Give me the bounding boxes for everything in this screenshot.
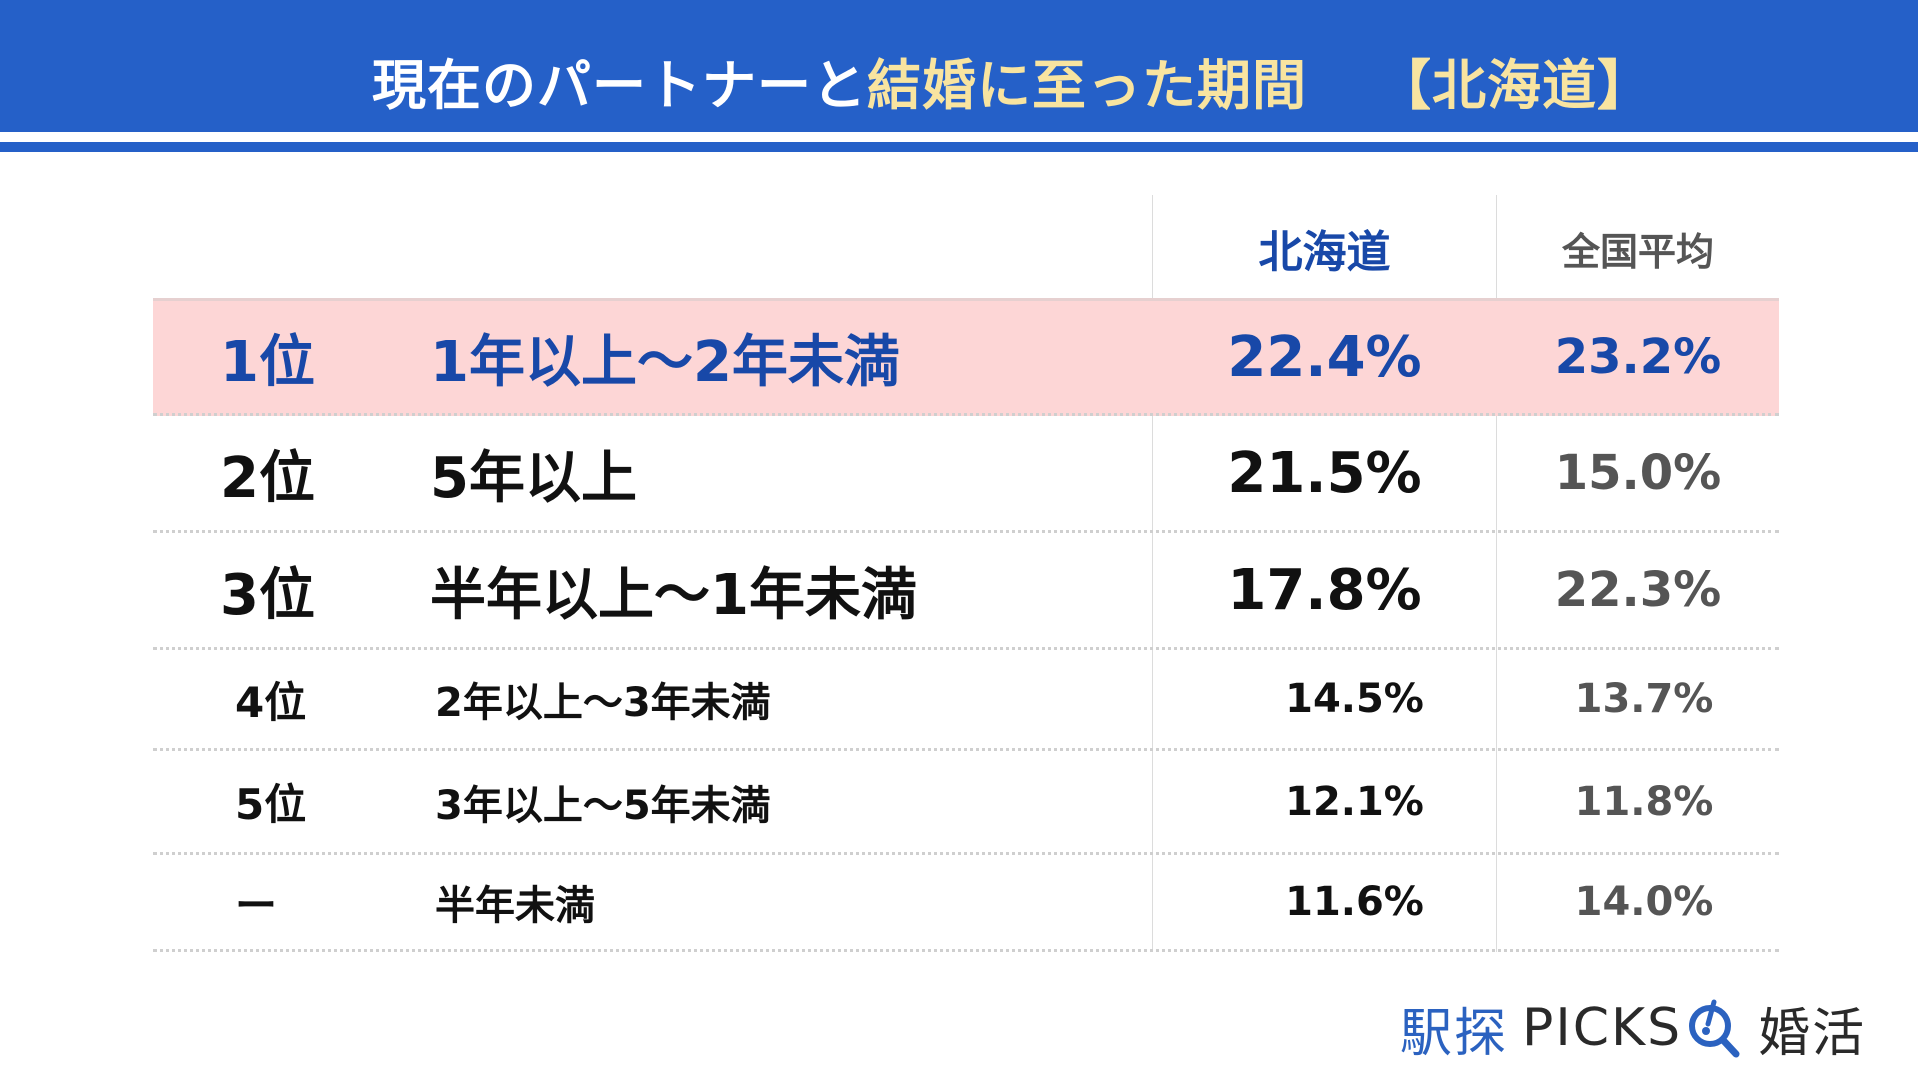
national-value: 23.2% xyxy=(1554,329,1722,385)
rank: 4位 xyxy=(235,677,307,727)
magnifier-icon xyxy=(1689,999,1740,1058)
rank: 5位 xyxy=(235,780,307,829)
national-value: 14.0% xyxy=(1574,879,1714,925)
table-row: 1位 1年以上～2年未満 22.4% 23.2% xyxy=(153,298,1779,416)
national-value: 11.8% xyxy=(1574,778,1714,825)
column-divider xyxy=(1496,195,1497,952)
period-label: 半年未満 xyxy=(435,883,595,929)
region-value: 11.6% xyxy=(1285,879,1424,925)
title-part2: 結婚に至った期間 xyxy=(867,53,1307,117)
region-value: 21.5% xyxy=(1227,440,1422,506)
rank: 2位 xyxy=(220,445,315,511)
region-value: 14.5% xyxy=(1285,676,1424,722)
national-value: 22.3% xyxy=(1554,562,1722,618)
header-band xyxy=(0,0,1918,132)
page-title: 現在のパートナーと 結婚に至った期間 【北海道】 xyxy=(372,40,1652,120)
period-label: 半年以上～1年未満 xyxy=(430,562,917,628)
region-value: 17.8% xyxy=(1227,557,1422,623)
rank: 1位 xyxy=(220,329,315,395)
table-row: 5位 3年以上～5年未満 12.1% 11.8% xyxy=(153,751,1779,855)
brand-logo: 駅探 PICKS 婚活 xyxy=(1400,996,1866,1064)
header-stripe xyxy=(0,142,1918,152)
table-row: 2位 5年以上 21.5% 15.0% xyxy=(153,416,1779,533)
period-label: 3年以上～5年未満 xyxy=(435,782,771,829)
region-value: 12.1% xyxy=(1285,778,1424,825)
national-value: 15.0% xyxy=(1554,445,1722,501)
table-row: 4位 2年以上～3年未満 14.5% 13.7% xyxy=(153,650,1779,751)
header-stripe xyxy=(0,132,1918,142)
rank: 3位 xyxy=(220,562,315,628)
national-value: 13.7% xyxy=(1574,676,1714,722)
column-header-region: 北海道 xyxy=(1258,227,1391,278)
logo-brand-sub: 婚活 xyxy=(1758,1003,1867,1064)
title-part1: 現在のパートナーと xyxy=(372,53,867,117)
column-divider xyxy=(1152,195,1153,952)
table-row: 3位 半年以上～1年未満 17.8% 22.3% xyxy=(153,533,1779,650)
column-header-national: 全国平均 xyxy=(1561,229,1714,274)
region-tag: 【北海道】 xyxy=(1377,53,1652,117)
logo-brand-jp: 駅探 xyxy=(1400,1003,1509,1064)
region-value: 22.4% xyxy=(1227,324,1422,390)
period-label: 5年以上 xyxy=(430,445,637,511)
period-label: 1年以上～2年未満 xyxy=(430,329,900,395)
rank: ー xyxy=(235,880,278,930)
logo-brand-en: PICKS xyxy=(1522,998,1683,1058)
period-label: 2年以上～3年未満 xyxy=(435,680,771,726)
table-row: ー 半年未満 11.6% 14.0% xyxy=(153,855,1779,952)
